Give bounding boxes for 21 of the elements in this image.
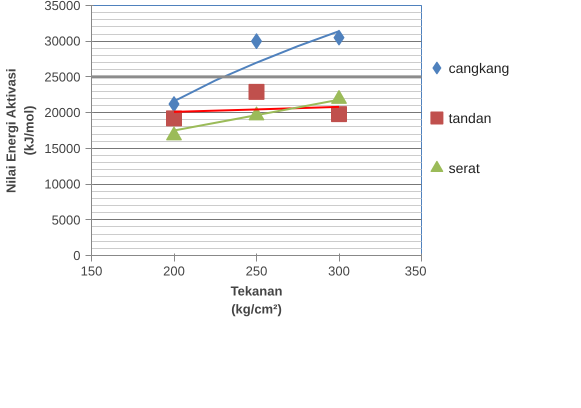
x-tick-label: 200 [163,264,185,278]
y-tick-label: 10000 [44,176,81,192]
y-tick-label: 25000 [44,69,81,84]
y-tick-label: 30000 [44,34,81,49]
y-tick-label: 0 [73,248,81,263]
legend-label: cangkang [448,60,510,76]
point [166,110,182,126]
x-tick-label: 350 [404,264,427,278]
x-tick-label: 250 [246,264,268,278]
legend-label: serat [448,160,480,176]
legend-label: tandan [448,110,492,126]
point [331,106,347,122]
point [248,84,264,100]
x-tick-label: 300 [328,264,350,278]
y-axis-title: Nilai Energi Aktivasi (kJ/mol) [3,68,36,193]
x-tick-label: 150 [80,264,102,278]
y-tick-label: 15000 [44,140,81,156]
x-axis-title: Tekanan (kg/cm²) [230,284,282,316]
y-tick-label: 35000 [44,0,81,13]
y-tick-label: 20000 [44,105,81,120]
y-tick-label: 5000 [52,212,80,228]
